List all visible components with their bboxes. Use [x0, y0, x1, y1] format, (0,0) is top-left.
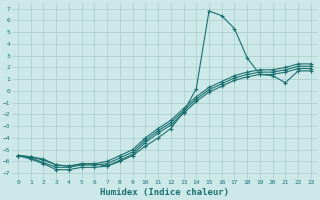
X-axis label: Humidex (Indice chaleur): Humidex (Indice chaleur): [100, 188, 229, 197]
